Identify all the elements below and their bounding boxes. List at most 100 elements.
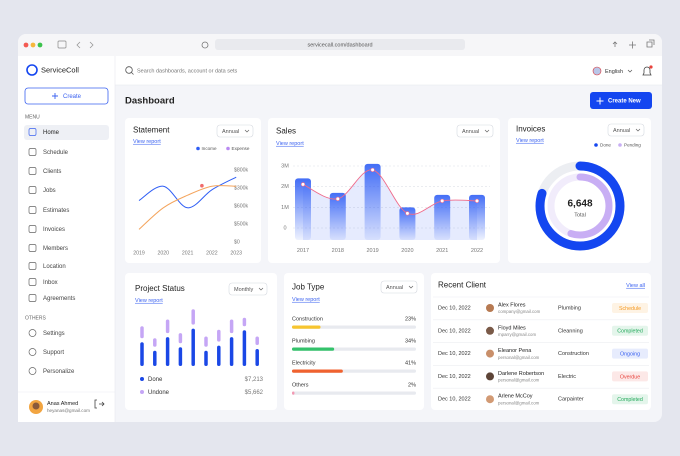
create-new-label[interactable]: Create New [608,99,641,105]
menu-item[interactable]: Jobs [43,188,56,194]
link[interactable]: View all [626,283,645,289]
cell-service: Cleanning [558,328,583,334]
search-icon [125,66,133,74]
link[interactable]: View report [276,141,304,147]
job-name: Plumbing [292,338,315,344]
menu-item[interactable]: Estimates [43,208,69,214]
x-tick-label: 2021 [182,250,194,256]
menu-item[interactable]: Invoices [43,227,65,233]
card [431,273,651,410]
dropdown-label[interactable]: Annual [386,285,403,291]
chevron [484,129,490,133]
user-name: Anas Ahmed [47,401,78,407]
logo: ServiceColl [41,65,79,74]
link[interactable]: View report [516,138,544,144]
bar [242,330,247,366]
card-title: Sales [276,127,296,136]
legend-swatch [594,143,598,147]
x-tick-label: 2020 [158,250,170,256]
menu-item[interactable]: Settings [43,331,65,337]
link[interactable]: View report [292,297,320,303]
bar [217,345,221,366]
menu-icon [28,348,37,356]
user-face [32,402,40,410]
legend-label: Income [202,146,218,151]
window-button[interactable] [37,42,43,48]
window-button[interactable] [23,42,29,48]
notification-dot [649,65,653,69]
create-label[interactable]: Create [63,94,82,100]
card-title: Project Status [135,284,185,293]
dropdown[interactable] [380,280,418,294]
nav-arrows [76,41,94,49]
bar [295,178,311,240]
create-new-button[interactable] [590,92,652,109]
link[interactable]: View report [133,139,161,145]
menu-item[interactable]: Clients [43,169,61,175]
bell-icon[interactable] [642,66,652,76]
bar [153,338,157,347]
job-name: Others [292,382,309,388]
cell-email: company@gmail.com [498,309,541,314]
bar [229,319,234,334]
menu-item[interactable]: Home [43,130,60,136]
card [284,273,424,410]
window-button[interactable] [30,42,36,48]
sidebar-toggle [57,40,67,49]
cell-email: personal@gmail.com [498,400,540,405]
line-series [138,185,237,230]
create-button[interactable] [24,87,109,105]
ring-arc [535,161,625,251]
x-tick-label: 2023 [230,250,242,256]
bar [165,319,170,334]
client-avatar [486,349,494,358]
bar [191,309,195,325]
menu-item[interactable]: Support [43,350,64,356]
menu-icon [28,148,37,156]
dropdown[interactable] [228,282,268,296]
job-percent: 23% [405,316,416,322]
total-label: Total [574,212,586,218]
dropdown-label[interactable]: Annual [222,129,239,135]
logout-icon[interactable] [94,399,105,409]
dropdown[interactable] [456,124,494,138]
job-name: Construction [292,316,323,322]
menu-item[interactable]: Agreements [43,296,75,302]
menu-item[interactable]: Location [43,264,66,270]
y-tick-label: 0 [283,225,286,231]
bar [165,337,170,366]
point [370,167,375,173]
page-title: Dashboard [125,96,175,107]
menu-icon [28,262,37,270]
chevron [408,285,414,289]
menu-icon [28,206,37,214]
status-badge [612,325,648,336]
bar [255,349,259,366]
bar [434,194,451,240]
menu-item[interactable]: Members [43,246,68,252]
card [125,118,261,263]
toolbar-fill [18,46,662,56]
dropdown-label[interactable]: Annual [462,129,479,135]
y-tick-label: 2M [281,184,289,190]
dropdown-label[interactable]: Annual [613,128,630,134]
user-email: heyanas@gmail.com [47,408,90,413]
language-select[interactable]: English [605,69,623,75]
dropdown[interactable] [216,124,254,138]
menu-item[interactable]: Personalize [43,369,75,375]
client-avatar [486,304,494,312]
menu-icon [28,128,37,136]
menu-item[interactable]: Inbox [43,280,58,286]
dropdown-label[interactable]: Monthly [234,287,254,293]
ring-arc [547,173,613,239]
job-percent: 2% [408,382,416,388]
point [440,198,445,204]
menu-item[interactable]: Schedule [43,150,69,156]
card-title: Invoices [516,125,545,134]
bar [204,350,208,366]
status-badge [612,348,648,359]
dropdown[interactable] [607,123,645,137]
search-input[interactable]: Search dashboards, account or data sets [137,68,238,74]
link[interactable]: View report [135,298,163,304]
legend-label: Done [600,143,611,148]
